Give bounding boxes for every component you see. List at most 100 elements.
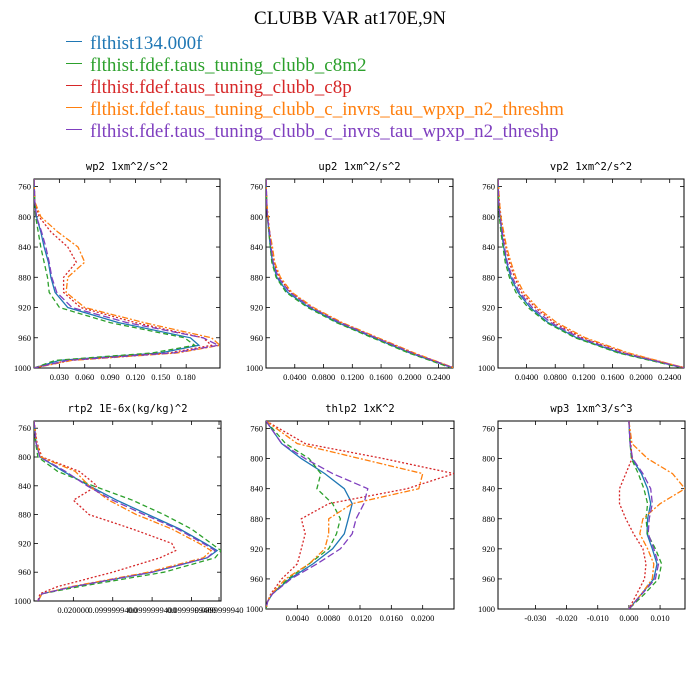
legend-label: flthist134.000f (90, 33, 203, 54)
y-tick-label: 1000 (478, 363, 495, 373)
y-tick-label: 840 (482, 242, 495, 252)
y-tick-label: 760 (482, 424, 495, 434)
y-tick-label: 760 (18, 182, 31, 192)
panel-frame (497, 420, 686, 610)
legend-item: flthist.fdef.taus_tuning_clubb_c8p (66, 77, 564, 99)
x-tick-label: 0.0999999400 (128, 605, 177, 615)
series-line (266, 179, 453, 368)
legend-swatch (66, 107, 82, 109)
series-line (266, 179, 453, 368)
y-tick-label: 1000 (478, 604, 495, 614)
legend-swatch (66, 85, 82, 87)
y-tick-label: 800 (482, 212, 495, 222)
legend-swatch (66, 63, 82, 65)
x-tick-label: 0.030 (50, 372, 69, 382)
y-tick-label: 920 (18, 303, 31, 313)
legend-item: flthist.fdef.taus_tuning_clubb_c_invrs_t… (66, 121, 564, 143)
x-tick-label: 0.1200 (341, 372, 364, 382)
panel-title: wp3 1xm^3/s^3 (550, 403, 632, 415)
series-line (266, 421, 369, 609)
series-line (34, 421, 221, 601)
panel-frame (497, 178, 685, 369)
x-tick-label: 0.000 (619, 613, 638, 623)
series-line (34, 179, 213, 368)
series-line (34, 179, 197, 368)
y-tick-label: 920 (250, 303, 263, 313)
y-tick-label: 1000 (14, 363, 31, 373)
x-tick-label: 0.1200 (572, 372, 595, 382)
series-line (498, 179, 684, 368)
series-line (266, 421, 342, 609)
x-tick-label: 0.0999999400 (167, 605, 216, 615)
x-tick-label: 0.120 (126, 372, 145, 382)
series-line (34, 421, 213, 601)
y-tick-label: 800 (18, 212, 31, 222)
y-tick-label: 760 (250, 424, 263, 434)
series-line (34, 179, 220, 368)
x-tick-label: 0.0800 (312, 372, 335, 382)
y-tick-label: 800 (250, 454, 263, 464)
legend: flthist134.000f flthist.fdef.taus_tuning… (66, 33, 564, 143)
legend-label: flthist.fdef.taus_tuning_clubb_c_invrs_t… (90, 121, 559, 142)
series-line (266, 421, 424, 609)
y-tick-label: 880 (482, 272, 495, 282)
y-tick-label: 1000 (14, 596, 31, 606)
x-tick-label: 0.060 (75, 372, 94, 382)
figure-title: CLUBB VAR at170E,9N (254, 8, 446, 29)
legend-swatch (66, 129, 82, 131)
legend-label: flthist.fdef.taus_tuning_clubb_c8p (90, 77, 352, 98)
legend-item: flthist134.000f (66, 33, 564, 55)
y-tick-label: 840 (18, 242, 31, 252)
legend-swatch (66, 41, 82, 43)
x-tick-label: -0.010 (587, 613, 609, 623)
y-tick-label: 960 (250, 574, 263, 584)
x-tick-label: 0.0160 (380, 613, 403, 623)
series-line (34, 421, 217, 601)
y-tick-label: 920 (482, 303, 495, 313)
y-tick-label: 960 (18, 333, 31, 343)
y-tick-label: 840 (250, 242, 263, 252)
y-tick-label: 1000 (246, 604, 263, 614)
series-line (34, 421, 177, 601)
y-tick-label: 880 (482, 514, 495, 524)
series-line (266, 179, 453, 368)
y-tick-label: 920 (482, 544, 495, 554)
series-line (34, 179, 201, 368)
y-tick-label: 800 (250, 212, 263, 222)
x-tick-label: 0.010 (651, 613, 670, 623)
x-tick-label: 0.150 (151, 372, 170, 382)
y-tick-label: 880 (18, 272, 31, 282)
x-tick-label: 0.0200 (411, 613, 434, 623)
y-tick-label: 840 (18, 481, 31, 491)
series-line (34, 179, 220, 368)
x-tick-label: 0.180 (177, 372, 196, 382)
y-tick-label: 840 (250, 484, 263, 494)
series-line (618, 421, 647, 609)
panel-title: vp2 1xm^2/s^2 (550, 161, 632, 173)
series-line (498, 179, 683, 368)
series-line (266, 421, 454, 609)
panel-title: up2 1xm^2/s^2 (318, 161, 400, 173)
legend-label: flthist.fdef.taus_tuning_clubb_c8m2 (90, 55, 367, 76)
x-tick-label: -0.030 (524, 613, 546, 623)
x-tick-label: -0.020 (556, 613, 578, 623)
x-tick-label: 0.0120 (348, 613, 371, 623)
legend-item: flthist.fdef.taus_tuning_clubb_c8m2 (66, 55, 564, 77)
x-tick-label: 0.2400 (427, 372, 450, 382)
x-tick-label: 0.0999999940 (195, 605, 244, 615)
series-line (266, 179, 453, 368)
x-tick-label: 0.1600 (601, 372, 624, 382)
series-line (34, 421, 219, 601)
x-tick-label: 0.0400 (283, 372, 306, 382)
panel-frame (33, 420, 222, 602)
y-tick-label: 960 (482, 574, 495, 584)
y-tick-label: 760 (250, 182, 263, 192)
x-tick-label: 0.2000 (629, 372, 652, 382)
y-tick-label: 760 (482, 182, 495, 192)
x-tick-label: 0.0080 (317, 613, 340, 623)
y-tick-label: 760 (18, 423, 31, 433)
panel-frame (265, 178, 454, 369)
x-tick-label: 0.020000 (57, 605, 89, 615)
x-tick-label: 0.0400 (515, 372, 538, 382)
